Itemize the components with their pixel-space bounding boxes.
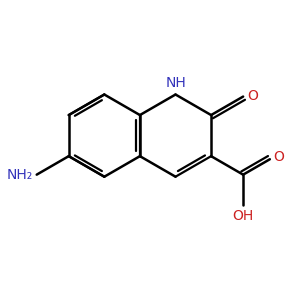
Text: NH₂: NH₂ (6, 168, 33, 182)
Text: O: O (273, 150, 284, 164)
Text: O: O (247, 89, 258, 103)
Text: OH: OH (232, 209, 254, 223)
Text: NH: NH (165, 76, 186, 90)
